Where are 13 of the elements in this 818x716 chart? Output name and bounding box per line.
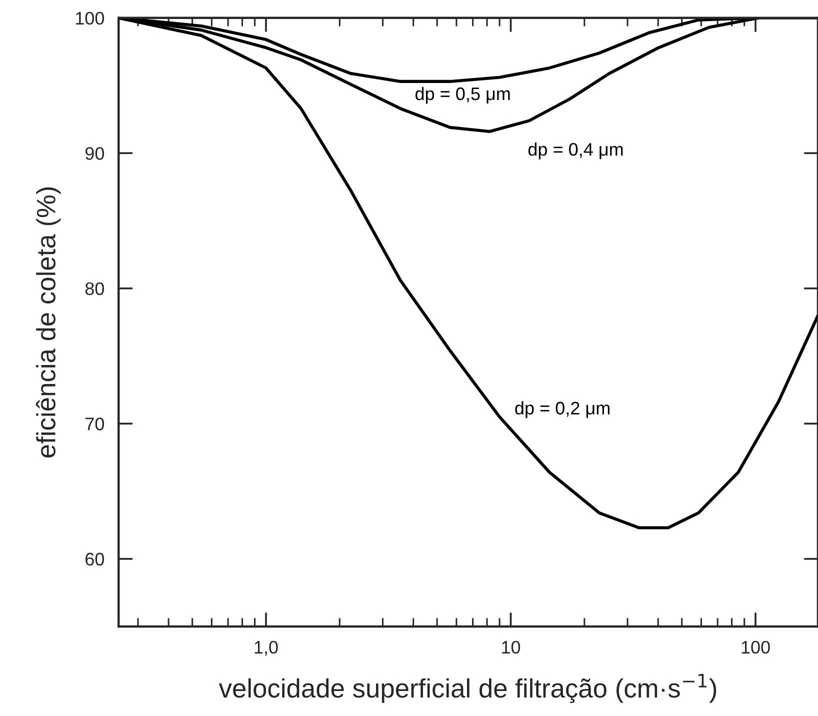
series-label: dp = 0,2 μm bbox=[515, 401, 610, 418]
x-tick-label: 100 bbox=[742, 640, 770, 654]
y-tick-label: 60 bbox=[86, 552, 104, 566]
y-tick-label: 70 bbox=[86, 418, 104, 430]
x-tick-label: 1,0 bbox=[254, 640, 278, 656]
series-label: dp = 0,4 μm bbox=[528, 142, 623, 160]
y-tick-label: 80 bbox=[85, 282, 104, 296]
x-axis-title: velocidade superficial de filtração (cm·s$^{−1}$) bbox=[218, 674, 716, 704]
y-tick-label: 90 bbox=[85, 147, 104, 160]
series-label: dp = 0,5 μm bbox=[416, 86, 510, 104]
y-axis-title: eficiência de coleta (%) bbox=[36, 187, 61, 458]
y-tick-label: 100 bbox=[76, 12, 104, 25]
x-tick-label: 10 bbox=[502, 640, 520, 654]
